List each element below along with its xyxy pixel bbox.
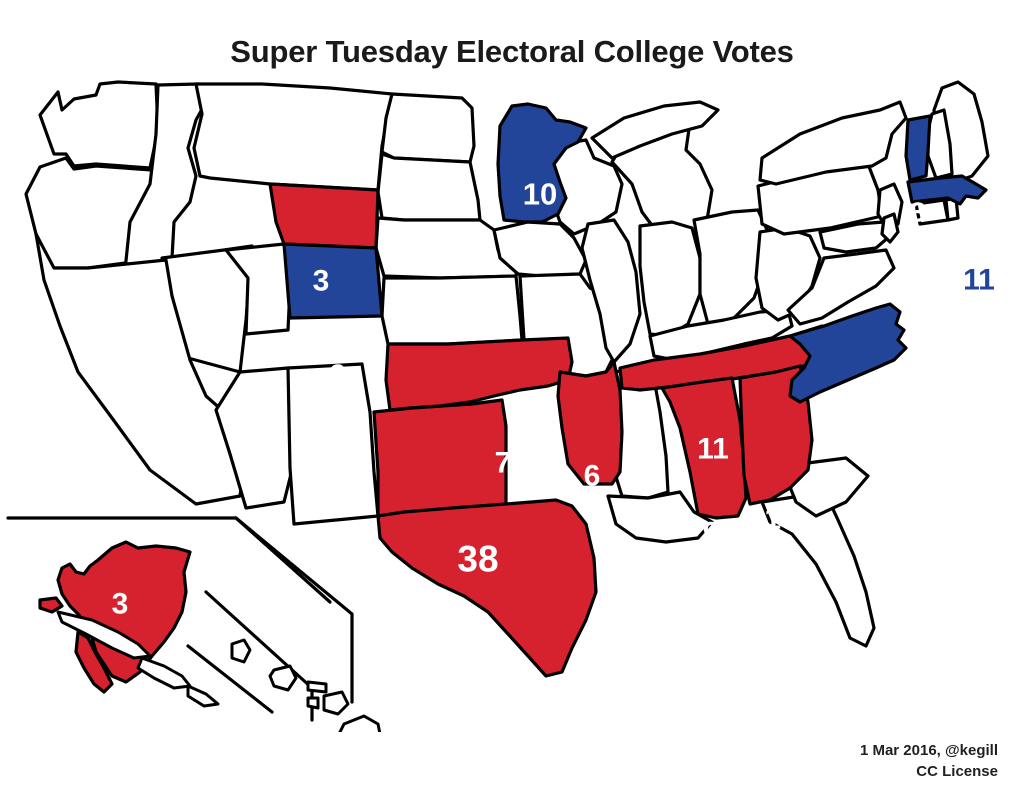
state-label-tx: 38 xyxy=(457,539,498,580)
state-nm xyxy=(286,362,380,526)
credit-license: CC License xyxy=(916,763,998,781)
state-label-al: 9 xyxy=(703,517,720,550)
credit-date-author: 1 Mar 2016, @kegill xyxy=(859,741,998,759)
state-de xyxy=(880,212,900,244)
state-label-ok: 7 xyxy=(495,447,512,480)
state-label-ar: 6 xyxy=(584,460,601,493)
democrat-states xyxy=(282,102,988,404)
state-ia xyxy=(492,220,588,278)
state-in xyxy=(638,220,702,338)
aleutian-2 xyxy=(136,656,192,690)
state-ok xyxy=(384,336,574,412)
neutral-states xyxy=(24,80,990,648)
aleutian-islands xyxy=(56,610,220,708)
state-label-wy: 3 xyxy=(313,265,330,298)
state-ks xyxy=(380,274,524,346)
island-lanai xyxy=(306,696,320,710)
state-label-ma: 11 xyxy=(963,264,995,297)
state-wy xyxy=(268,182,380,250)
state-la xyxy=(606,490,714,544)
state-ny xyxy=(758,100,908,186)
state-mn xyxy=(496,102,588,224)
state-sd xyxy=(376,152,482,222)
state-label-mn: 10 xyxy=(523,177,557,212)
map-state-shapes xyxy=(6,80,990,732)
state-label-ak: 3 xyxy=(112,588,129,621)
state-label-nc: 13 xyxy=(849,416,883,451)
us-map: 3 3 9 10 7 6 38 11 9 16 13 3 11 xyxy=(6,80,995,732)
hawaii-inset-border-2 xyxy=(186,644,274,714)
state-ar xyxy=(556,360,624,486)
state-oh xyxy=(692,208,770,326)
state-nd xyxy=(380,92,476,164)
state-al xyxy=(660,376,748,520)
state-mi-up xyxy=(590,100,720,160)
state-nc xyxy=(788,302,908,404)
state-label-ga: 16 xyxy=(764,503,797,536)
page-title: Super Tuesday Electoral College Votes xyxy=(230,34,794,69)
state-vote-labels: 3 3 9 10 7 6 38 11 9 16 13 3 11 xyxy=(112,177,995,621)
state-ak xyxy=(38,540,192,694)
island-maui xyxy=(322,690,350,716)
state-mt xyxy=(192,82,394,192)
state-ga xyxy=(738,364,814,506)
state-va xyxy=(786,248,896,326)
credit-block: 1 Mar 2016, @kegill CC License xyxy=(860,740,998,784)
aleutian-3 xyxy=(186,684,220,708)
hawaii-islands xyxy=(230,638,382,732)
state-tx xyxy=(372,398,598,678)
state-wa xyxy=(38,80,160,170)
island-hawaii xyxy=(338,714,382,732)
state-co xyxy=(282,242,384,320)
state-label-vt: 3 xyxy=(910,197,926,228)
state-vt xyxy=(904,114,932,182)
island-kauai xyxy=(230,638,252,664)
island-oahu xyxy=(268,664,298,692)
state-md xyxy=(818,220,892,254)
state-ma xyxy=(906,174,988,206)
pacific-inset-border xyxy=(234,516,354,704)
island-molokai xyxy=(306,680,328,694)
state-label-co: 9 xyxy=(329,358,346,393)
republican-states xyxy=(38,182,842,694)
state-il xyxy=(580,218,642,364)
state-label-tn: 11 xyxy=(697,433,729,466)
